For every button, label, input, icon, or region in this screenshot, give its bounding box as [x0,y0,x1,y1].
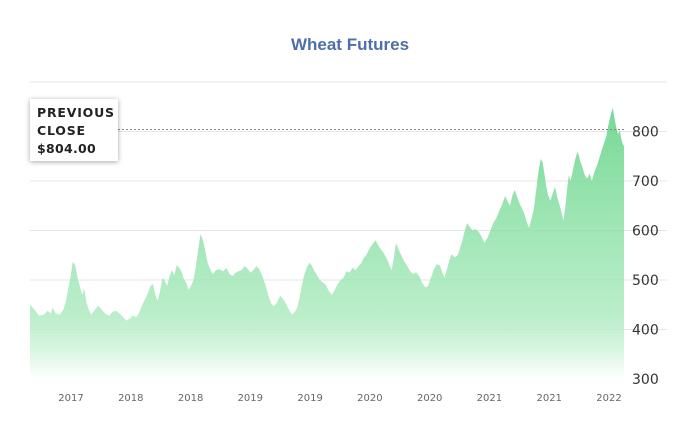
x-tick-label: 2020 [417,393,442,404]
y-axis-ticks: 300 400 500 600 700 800 [632,125,659,389]
x-tick-label: 2020 [357,393,382,404]
y-tick-label: 500 [632,273,659,289]
x-tick-label: 2019 [238,393,263,404]
y-tick-label: 700 [632,174,659,190]
previous-close-callout: PREVIOUS CLOSE $804.00 [30,99,118,161]
x-axis-ticks: 2017 2018 2018 2019 2019 2020 2020 2021 2021 2022 [58,393,621,404]
y-tick-label: 800 [632,125,659,141]
chart-title: Wheat Futures [291,35,409,54]
previous-close-label-line2: CLOSE [37,123,86,138]
x-tick-label: 2021 [536,393,561,404]
x-tick-label: 2017 [58,393,83,404]
x-tick-label: 2018 [178,393,203,404]
x-tick-label: 2022 [596,393,621,404]
x-tick-label: 2019 [297,393,322,404]
y-tick-label: 600 [632,224,659,240]
y-tick-label: 400 [632,323,659,339]
x-tick-label: 2021 [477,393,502,404]
y-tick-label: 300 [632,372,659,388]
previous-close-value: $804.00 [37,141,97,156]
previous-close-label-line1: PREVIOUS [37,105,115,120]
x-tick-label: 2018 [118,393,143,404]
price-area [30,107,624,379]
